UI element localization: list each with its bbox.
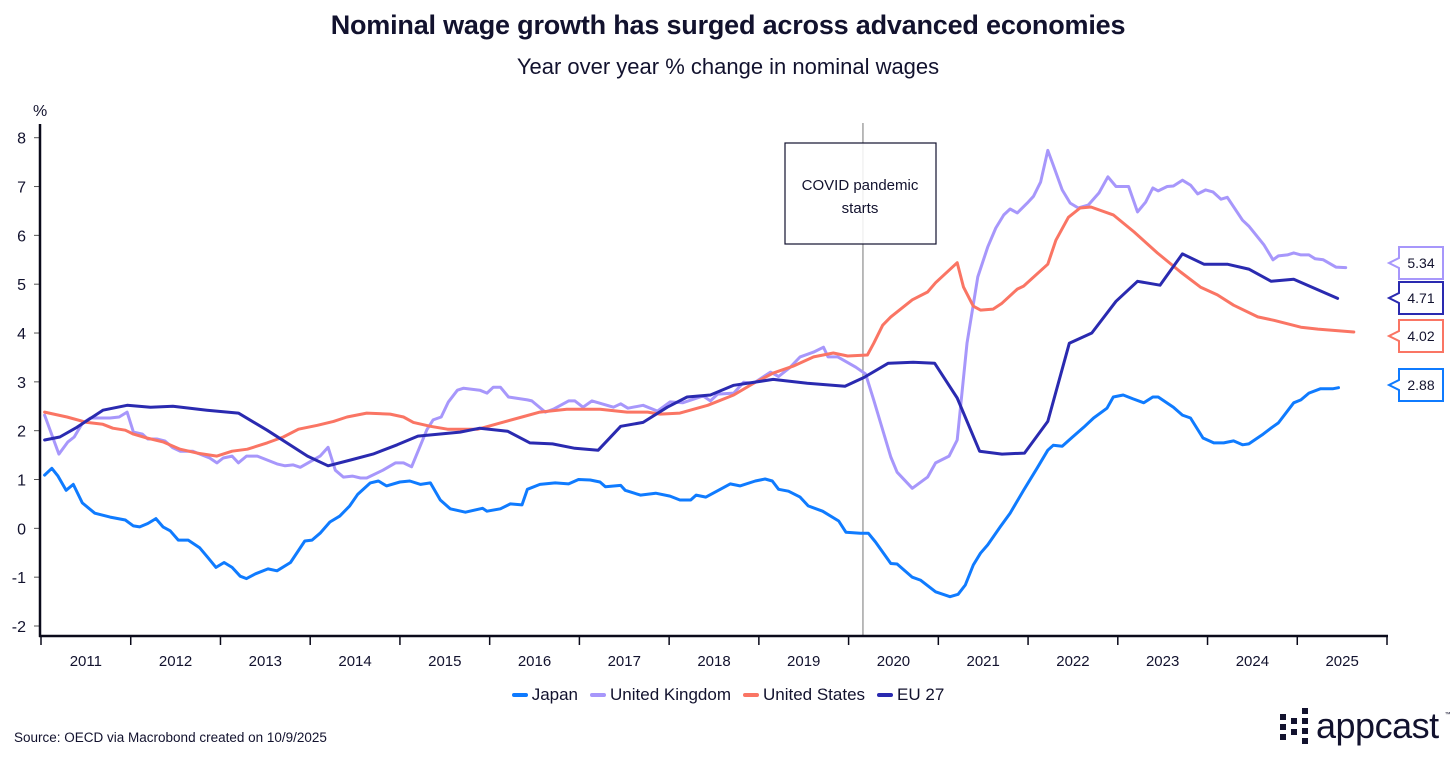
y-tick-label: -2: [12, 619, 26, 636]
y-tick-label: 3: [17, 375, 26, 392]
x-tick-label: 2022: [1056, 653, 1089, 670]
x-tick-label: 2020: [877, 653, 910, 670]
series-line-japan: [43, 386, 1340, 599]
y-tick-label: 0: [17, 521, 26, 538]
end-value-label: 5.34: [1407, 255, 1434, 271]
covid-annotation-text: COVID pandemic: [802, 177, 919, 194]
legend-label: United Kingdom: [610, 685, 731, 704]
x-tick-label: 2011: [70, 653, 102, 670]
end-value-callout: [1386, 246, 1444, 280]
appcast-logo-text: appcast: [1316, 705, 1439, 746]
appcast-logo-mark-icon: [1280, 708, 1308, 744]
y-axis-unit: %: [33, 103, 47, 120]
legend-item: EU 27: [877, 685, 944, 705]
series-line-united-kingdom: [43, 148, 1348, 490]
covid-annotation-text: starts: [842, 200, 879, 217]
legend-item: United Kingdom: [590, 685, 731, 705]
x-tick-label: 2012: [159, 653, 192, 670]
y-tick-label: 1: [17, 473, 26, 490]
y-tick-label: 8: [17, 131, 26, 148]
legend-item: Japan: [511, 685, 579, 705]
x-tick-label: 2017: [608, 653, 641, 670]
x-tick-label: 2015: [428, 653, 461, 670]
legend-label: United States: [762, 685, 866, 704]
legend-label: EU 27: [897, 685, 945, 704]
x-axis-ticks: 2011 2012 2013 2014 2015 2016 2017 2018 2019 2020…: [40, 636, 1388, 670]
x-tick-label: 2013: [249, 653, 282, 670]
y-tick-label: 4: [17, 326, 26, 343]
end-value-label: 2.88: [1407, 377, 1434, 393]
source-note: Source: OECD via Macrobond created on 10…: [14, 730, 327, 745]
x-tick-label: 2024: [1236, 653, 1269, 670]
end-value-callout: [1386, 319, 1444, 353]
y-tick-label: 7: [17, 180, 26, 197]
series-line-eu-27: [43, 252, 1340, 468]
end-value-label: 4.02: [1407, 328, 1434, 344]
end-value-label: 4.71: [1407, 290, 1434, 306]
y-tick-label: 2: [17, 424, 26, 441]
series-lines: [43, 148, 1356, 599]
legend-item: United States: [742, 685, 866, 705]
x-tick-label: 2021: [967, 653, 1000, 670]
y-tick-label: 6: [17, 228, 26, 245]
x-tick-label: 2018: [697, 653, 730, 670]
covid-annotation: COVID pandemic starts: [784, 123, 937, 636]
x-tick-label: 2014: [338, 653, 371, 670]
x-tick-label: 2023: [1146, 653, 1179, 670]
legend-swatch: [590, 693, 607, 697]
y-tick-label: 5: [17, 277, 26, 294]
x-tick-label: 2019: [787, 653, 820, 670]
chart-title: Nominal wage growth has surged across ad…: [330, 10, 1126, 40]
legend-swatch: [742, 693, 759, 697]
appcast-logo: appcast ™: [1280, 708, 1451, 744]
trademark-symbol: ™: [1444, 712, 1451, 718]
chart-subtitle: Year over year % change in nominal wages: [516, 54, 940, 79]
end-value-callout: [1386, 368, 1444, 402]
y-axis-ticks: -2 -1 0 1 2 3 4 5 6 7 8: [12, 131, 40, 636]
x-tick-label: 2016: [518, 653, 551, 670]
legend-swatch: [877, 693, 894, 697]
y-tick-label: -1: [12, 570, 26, 587]
covid-annotation-box: [784, 142, 937, 245]
end-value-callout: [1386, 281, 1444, 315]
legend-label: Japan: [531, 685, 579, 704]
end-value-labels: 2.88 5.34 4.02 4.71: [1386, 246, 1444, 402]
legend: Japan United Kingdom United States EU 27: [0, 685, 1456, 705]
legend-swatch: [511, 693, 528, 697]
series-line-united-states: [43, 205, 1356, 458]
x-tick-label: 2025: [1325, 653, 1358, 670]
